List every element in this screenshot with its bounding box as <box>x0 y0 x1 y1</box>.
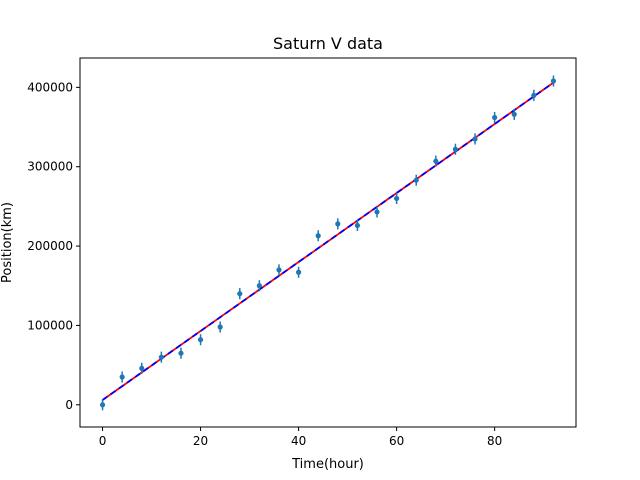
x-tick-label: 0 <box>99 434 107 448</box>
data-point <box>511 111 517 117</box>
axis-ticks: 0 20 40 60 80 0 100000 200000 300000 400000 <box>27 80 502 448</box>
data-point <box>492 114 498 121</box>
data-point <box>354 222 361 229</box>
data-point <box>335 221 341 227</box>
x-axis-label: Time(hour) <box>291 457 364 472</box>
y-tick-label: 100000 <box>27 318 73 332</box>
data-point <box>237 291 243 297</box>
data-point <box>119 374 125 380</box>
data-point <box>295 269 302 275</box>
data-point <box>99 402 106 408</box>
x-tick-label: 20 <box>193 434 208 448</box>
plot-area <box>99 75 557 411</box>
y-tick-label: 400000 <box>27 80 73 94</box>
y-tick-label: 0 <box>65 398 73 412</box>
x-tick-label: 80 <box>487 434 502 448</box>
data-point <box>217 324 223 330</box>
y-tick-label: 300000 <box>27 160 73 174</box>
data-point <box>374 209 380 215</box>
data-point <box>158 354 164 360</box>
y-axis-label: Position(km) <box>0 202 15 283</box>
fit-line-dashed <box>102 81 554 401</box>
x-tick-label: 40 <box>291 434 306 448</box>
data-point <box>452 146 459 152</box>
x-tick-label: 60 <box>389 434 404 448</box>
data-point <box>394 195 400 202</box>
data-point <box>139 365 145 371</box>
chart-title: Saturn V data <box>273 34 383 53</box>
data-point <box>256 283 262 289</box>
y-tick-label: 200000 <box>27 239 73 253</box>
data-point <box>413 177 419 183</box>
data-point <box>197 337 204 343</box>
plot-frame <box>79 57 577 428</box>
data-point <box>472 136 478 142</box>
data-point <box>433 158 439 164</box>
data-point <box>276 267 282 273</box>
data-point <box>178 350 184 356</box>
data-point <box>550 78 557 84</box>
data-point <box>315 233 321 239</box>
data-point <box>531 92 537 98</box>
